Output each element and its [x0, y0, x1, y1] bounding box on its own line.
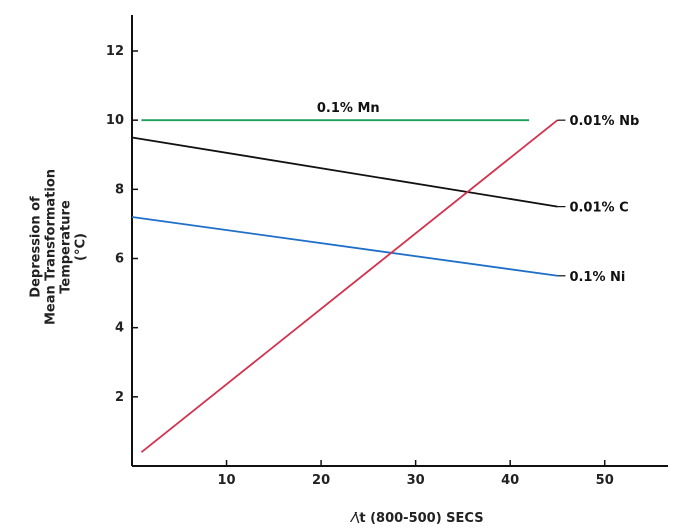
- y-axis-title-line: Mean Transformation: [44, 169, 59, 325]
- series-label-1: 0.1% Mn: [317, 101, 380, 116]
- x-tick-label: 50: [596, 473, 614, 488]
- series-line-4: [140, 119, 559, 453]
- x-tick-label: 10: [217, 473, 235, 488]
- series-line-3: [131, 216, 558, 277]
- y-axis-title-line: (°C): [74, 233, 89, 261]
- y-axis-title-line: Temperature: [59, 200, 74, 294]
- x-tick-label: 30: [407, 473, 425, 488]
- series-labels: 0.1% Mn 0.01% C 0.1% Ni 0.01% Nb: [317, 101, 639, 285]
- y-axis-title: Depression ofMean TransformationTemperat…: [29, 169, 89, 325]
- series-label-2: 0.01% C: [569, 201, 628, 216]
- y-axis-title-line: Depression of: [29, 196, 44, 298]
- series-group: [131, 119, 559, 453]
- x-tick-label: 40: [501, 473, 519, 488]
- y-tick-label: 6: [115, 252, 124, 267]
- axes: 2 4 6 8 10 12 10 20 30 40 50: [106, 15, 668, 488]
- y-tick-label: 4: [115, 321, 124, 336]
- series-label-3: 0.1% Ni: [569, 270, 625, 285]
- y-tick-label: 12: [106, 44, 124, 59]
- series-label-4: 0.01% Nb: [569, 114, 639, 129]
- x-axis-title: ⁄\t (800-500) SECS: [349, 511, 483, 526]
- x-tick-label: 20: [312, 473, 330, 488]
- y-tick-label: 2: [115, 390, 124, 405]
- y-tick-label: 10: [106, 113, 124, 128]
- y-tick-label: 8: [115, 182, 124, 197]
- series-line-2: [131, 136, 558, 208]
